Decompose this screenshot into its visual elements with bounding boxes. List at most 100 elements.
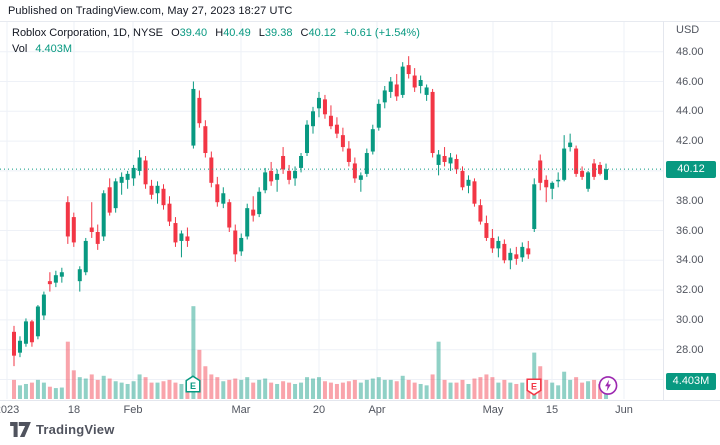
upcoming-event-icon[interactable]	[598, 375, 619, 401]
volume-bar	[101, 375, 106, 399]
candle-body	[23, 321, 28, 344]
volume-bar	[598, 383, 603, 399]
candle-body	[275, 173, 280, 180]
volume-bar	[131, 381, 136, 399]
volume-bar	[532, 352, 537, 399]
symbol-title[interactable]: Roblox Corporation, 1D, NYSE	[12, 27, 164, 39]
candle-body	[412, 75, 417, 88]
time-tick-label: 2023	[0, 404, 20, 416]
volume-bar	[586, 381, 591, 399]
candle-body	[490, 237, 495, 249]
candle-body	[65, 202, 70, 237]
volume-bar	[179, 383, 184, 399]
volume-bar	[346, 381, 351, 399]
last-price-badge: 40.12	[666, 160, 716, 178]
time-tick-label: 15	[545, 404, 559, 416]
volume-bar	[382, 379, 387, 399]
candle-body	[107, 187, 112, 213]
volume-bar	[311, 378, 315, 399]
volume-bar	[418, 383, 423, 399]
time-tick-label: 20	[312, 404, 326, 416]
volume-bar	[239, 379, 244, 399]
volume-bar	[550, 382, 555, 399]
candle-body	[526, 248, 531, 255]
volume-bar	[472, 378, 477, 399]
volume-bar	[215, 377, 220, 399]
candle-body	[299, 156, 304, 168]
volume-bar	[41, 382, 46, 399]
lightning-icon	[605, 379, 611, 392]
tradingview-logo-icon	[10, 422, 31, 437]
candle-body	[400, 66, 405, 95]
volume-bar	[430, 374, 435, 399]
volume-bar	[502, 379, 507, 399]
candle-body	[556, 179, 561, 182]
volume-bar	[568, 379, 573, 399]
volume-bar	[376, 377, 381, 399]
volume-bar	[424, 385, 429, 399]
volume-bar	[35, 379, 40, 399]
price-tick-label: 44.00	[676, 105, 704, 118]
candle-body	[382, 90, 387, 103]
volume-bar	[89, 374, 94, 399]
candle-body	[454, 158, 459, 170]
candle-body	[388, 81, 393, 92]
candle-body	[442, 156, 447, 162]
currency-label: USD	[676, 24, 700, 36]
candle-body	[269, 170, 274, 182]
candle-body	[221, 193, 226, 204]
candle-body	[12, 331, 16, 356]
candle-body	[251, 209, 256, 216]
volume-bar	[71, 370, 76, 399]
time-axis[interactable]: 2023 18 Feb Mar 20 Apr May 15 Jun	[0, 401, 663, 419]
candle-body	[430, 91, 435, 154]
volume-bar	[83, 378, 88, 399]
candle-body	[173, 223, 178, 243]
price-axis[interactable]: USD 48.00 46.00 44.00 42.00 38.00 36.00 34.00 3…	[664, 21, 720, 400]
low-label: L	[258, 27, 265, 39]
time-tick-label: Feb	[123, 404, 143, 416]
volume-bar	[12, 379, 16, 399]
candle-body	[263, 172, 268, 191]
candle-body	[370, 129, 375, 152]
volume-bar	[394, 381, 399, 399]
candle-body	[520, 246, 525, 258]
volume-bar	[514, 383, 519, 399]
candle-body	[532, 184, 537, 230]
volume-bar	[490, 377, 495, 399]
earnings-badge[interactable]: E	[526, 378, 542, 401]
volume-bar	[269, 382, 274, 399]
volume-bar	[137, 374, 142, 399]
volume-bar	[466, 383, 471, 399]
volume-bar	[293, 383, 298, 399]
high-label: H	[215, 27, 224, 39]
volume-bar	[155, 382, 160, 399]
tradingview-watermark[interactable]: TradingView	[10, 422, 115, 437]
price-tick-label: 38.00	[676, 194, 704, 207]
candle-body	[185, 236, 190, 241]
candle-body	[424, 87, 429, 95]
volume-bar	[59, 387, 64, 399]
earnings-badge[interactable]: E	[185, 375, 201, 398]
volume-bar	[263, 378, 268, 399]
candle-body	[77, 269, 82, 282]
candle-body	[550, 182, 555, 189]
volume-bar	[287, 382, 292, 399]
volume-bar	[400, 375, 405, 399]
volume-bar	[322, 381, 327, 399]
tradingview-brand: TradingView	[36, 422, 115, 437]
candle-body	[316, 97, 321, 109]
volume-bar	[281, 381, 286, 399]
time-tick-label: Mar	[231, 404, 251, 416]
candle-body	[137, 157, 142, 171]
volume-bar	[334, 383, 339, 399]
volume-bar	[340, 382, 345, 399]
candle-body	[239, 237, 244, 252]
candle-body	[101, 193, 106, 237]
volume-bar	[167, 379, 172, 399]
volume-bar	[448, 382, 453, 399]
candle-body	[508, 252, 513, 261]
volume-bar	[53, 388, 58, 399]
candle-body	[257, 191, 262, 215]
